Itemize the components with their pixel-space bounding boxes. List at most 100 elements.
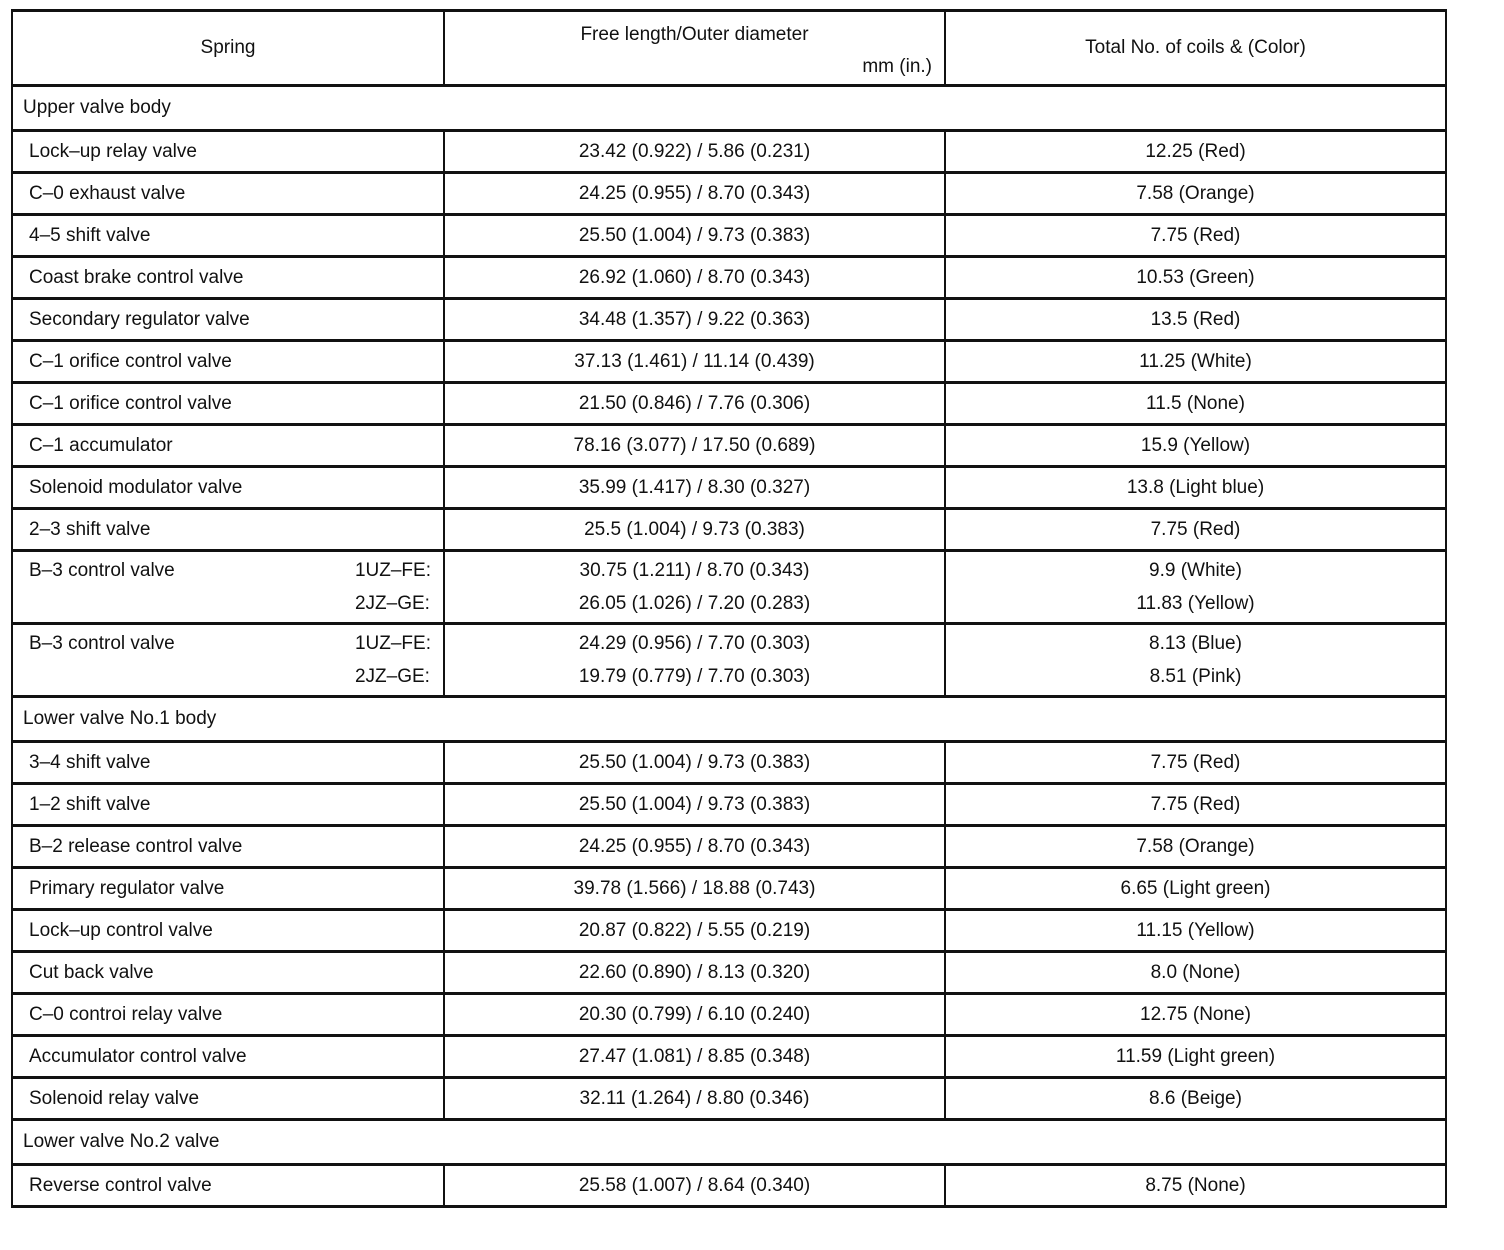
coils-value: 7.75 (Red) [944,782,1447,827]
table-row: Reverse control valve 25.58 (1.007) / 8.6… [11,1163,1447,1208]
header-dimension-label: Free length/Outer diameter [580,24,809,45]
table-row: Solenoid modulator valve 35.99 (1.417) / … [11,465,1447,510]
table-row: 4–5 shift valve 25.50 (1.004) / 9.73 (0.3… [11,213,1447,258]
dimension-value: 78.16 (3.077) / 17.50 (0.689) [443,423,946,468]
spring-name: 4–5 shift valve [11,213,445,258]
coils-value: 11.59 (Light green) [944,1034,1447,1079]
table-row: Secondary regulator valve 34.48 (1.357) /… [11,297,1447,342]
section-row: Lower valve No.2 valve [11,1118,1447,1166]
coils-value: 12.75 (None) [944,992,1447,1037]
spring-name: Solenoid relay valve [11,1076,445,1121]
engine-label: 1UZ–FE: [354,560,431,581]
section-row: Lower valve No.1 body [11,695,1447,743]
dimension-cell: 24.29 (0.956) / 7.70 (0.303) 19.79 (0.779… [443,622,946,698]
engine-label: 2JZ–GE: [354,593,430,614]
table-row: C–0 controi relay valve 20.30 (0.799) / 6… [11,992,1447,1037]
spring-specification-table: Spring Free length/Outer diameter mm (in… [11,9,1447,1208]
dimension-value: 25.58 (1.007) / 8.64 (0.340) [443,1163,946,1208]
dimension-value: 35.99 (1.417) / 8.30 (0.327) [443,465,946,510]
header-dimension: Free length/Outer diameter mm (in.) [443,9,946,87]
dimension-value: 27.47 (1.081) / 8.85 (0.348) [443,1034,946,1079]
coils-value: 7.58 (Orange) [944,171,1447,216]
header-unit: mm (in.) [862,56,932,77]
spring-name: Accumulator control valve [11,1034,445,1079]
dimension-value: 25.50 (1.004) / 9.73 (0.383) [443,782,946,827]
dimension-value: 25.50 (1.004) / 9.73 (0.383) [443,740,946,785]
table-row: Accumulator control valve 27.47 (1.081) /… [11,1034,1447,1079]
table-row: Lock–up relay valve 23.42 (0.922) / 5.86 … [11,129,1447,174]
dimension-value: 24.25 (0.955) / 8.70 (0.343) [443,171,946,216]
dimension-value: 32.11 (1.264) / 8.80 (0.346) [443,1076,946,1121]
engine-label: 2JZ–GE: [354,666,430,687]
coils-value: 7.75 (Red) [944,740,1447,785]
dimension-value: 25.5 (1.004) / 9.73 (0.383) [443,507,946,552]
section-title: Lower valve No.1 body [11,695,1447,743]
coils-value: 8.75 (None) [944,1163,1447,1208]
coils-cell: 9.9 (White) 11.83 (Yellow) [944,549,1447,625]
spring-name: C–1 orifice control valve [11,381,445,426]
spring-cell: B–3 control valve 1UZ–FE: 2JZ–GE: [11,622,445,698]
spring-name: Lock–up control valve [11,908,445,953]
dimension-value: 19.79 (0.779) / 7.70 (0.303) [578,666,811,687]
coils-value: 11.15 (Yellow) [944,908,1447,953]
coils-value: 12.25 (Red) [944,129,1447,174]
dimension-value: 24.29 (0.956) / 7.70 (0.303) [578,633,811,654]
spring-name: 3–4 shift valve [11,740,445,785]
dimension-value: 37.13 (1.461) / 11.14 (0.439) [443,339,946,384]
table-row: 3–4 shift valve 25.50 (1.004) / 9.73 (0.3… [11,740,1447,785]
coils-value: 7.75 (Red) [944,507,1447,552]
spring-name: B–3 control valve [29,633,175,654]
table-row: C–1 orifice control valve 37.13 (1.461) /… [11,339,1447,384]
coils-value: 8.6 (Beige) [944,1076,1447,1121]
table-row: B–3 control valve 1UZ–FE: 2JZ–GE: 30.75 (1.… [11,549,1447,625]
coils-value: 8.0 (None) [944,950,1447,995]
coils-value: 8.51 (Pink) [1149,666,1242,687]
spring-cell: B–3 control valve 1UZ–FE: 2JZ–GE: [11,549,445,625]
spring-name: 2–3 shift valve [11,507,445,552]
spring-name: Reverse control valve [11,1163,445,1208]
coils-value: 6.65 (Light green) [944,866,1447,911]
dimension-value: 22.60 (0.890) / 8.13 (0.320) [443,950,946,995]
dimension-value: 25.50 (1.004) / 9.73 (0.383) [443,213,946,258]
coils-cell: 8.13 (Blue) 8.51 (Pink) [944,622,1447,698]
section-title: Upper valve body [11,84,1447,132]
dimension-cell: 30.75 (1.211) / 8.70 (0.343) 26.05 (1.026… [443,549,946,625]
table-row: Coast brake control valve 26.92 (1.060) /… [11,255,1447,300]
spring-name: C–0 exhaust valve [11,171,445,216]
coils-value: 8.13 (Blue) [1149,633,1242,654]
coils-value: 11.25 (White) [944,339,1447,384]
table-row: C–0 exhaust valve 24.25 (0.955) / 8.70 (0… [11,171,1447,216]
table-row: C–1 accumulator 78.16 (3.077) / 17.50 (0.… [11,423,1447,468]
dimension-value: 26.05 (1.026) / 7.20 (0.283) [578,593,811,614]
coils-value: 10.53 (Green) [944,255,1447,300]
spring-name: C–1 orifice control valve [11,339,445,384]
dimension-value: 34.48 (1.357) / 9.22 (0.363) [443,297,946,342]
section-row: Upper valve body [11,84,1447,132]
spring-name: C–0 controi relay valve [11,992,445,1037]
spring-name: Secondary regulator valve [11,297,445,342]
spring-name: Lock–up relay valve [11,129,445,174]
table-header-row: Spring Free length/Outer diameter mm (in… [11,9,1447,87]
coils-value: 15.9 (Yellow) [944,423,1447,468]
dimension-value: 20.30 (0.799) / 6.10 (0.240) [443,992,946,1037]
table-row: B–3 control valve 1UZ–FE: 2JZ–GE: 24.29 (0.… [11,622,1447,698]
table-row: Primary regulator valve 39.78 (1.566) / 1… [11,866,1447,911]
coils-value: 7.75 (Red) [944,213,1447,258]
coils-value: 11.83 (Yellow) [1136,593,1255,614]
engine-list: 1UZ–FE: 2JZ–GE: [355,627,431,693]
spring-name: Solenoid modulator valve [11,465,445,510]
spring-name: C–1 accumulator [11,423,445,468]
dimension-value: 20.87 (0.822) / 5.55 (0.219) [443,908,946,953]
coils-value: 11.5 (None) [944,381,1447,426]
spring-name: B–2 release control valve [11,824,445,869]
engine-list: 1UZ–FE: 2JZ–GE: [355,554,431,620]
dimension-value: 30.75 (1.211) / 8.70 (0.343) [579,560,810,581]
table-row: Lock–up control valve 20.87 (0.822) / 5.5… [11,908,1447,953]
dimension-value: 24.25 (0.955) / 8.70 (0.343) [443,824,946,869]
spring-variant-group: B–3 control valve 1UZ–FE: 2JZ–GE: [29,627,443,693]
table-row: 2–3 shift valve 25.5 (1.004) / 9.73 (0.38… [11,507,1447,552]
table-row: 1–2 shift valve 25.50 (1.004) / 9.73 (0.3… [11,782,1447,827]
spring-variant-group: B–3 control valve 1UZ–FE: 2JZ–GE: [29,554,443,620]
dimension-value: 23.42 (0.922) / 5.86 (0.231) [443,129,946,174]
spring-name: Coast brake control valve [11,255,445,300]
